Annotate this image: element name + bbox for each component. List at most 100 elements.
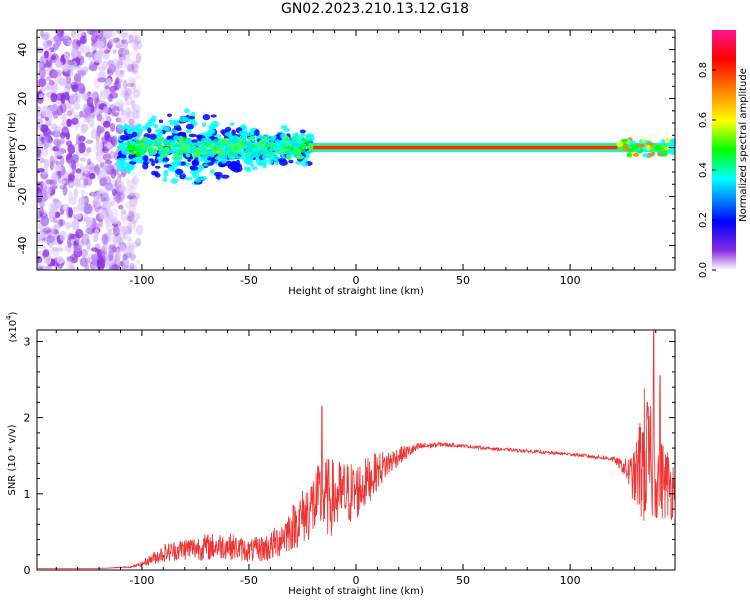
heatmap-cell [129,79,137,86]
heatmap-cell [95,30,104,39]
heatmap-cell [261,158,268,166]
heatmap-cell [94,249,104,255]
heatmap-cell [192,121,198,127]
heatmap-cell [646,142,654,146]
heatmap-cell [78,135,86,142]
heatmap-cell [194,177,202,183]
heatmap-cell [193,148,201,154]
heatmap-cell [86,158,92,166]
heatmap-cell [224,147,232,152]
heatmap-cell [108,265,117,270]
heatmap-cell [121,88,126,98]
heatmap-cell [46,186,51,199]
heatmap-cell [119,69,125,76]
heatmap-cell [105,206,112,214]
heatmap-cell [134,241,143,247]
heatmap-cell [117,58,123,66]
y-tick-label: 2 [24,412,31,425]
heatmap-cell [53,159,58,165]
heatmap-cell [95,151,104,163]
heatmap-cell [116,60,124,69]
heatmap-cell [140,147,145,153]
heatmap-cell [282,135,290,141]
heatmap-cell [133,84,142,95]
heatmap-cell [154,165,161,169]
heatmap-cell [108,64,117,73]
heatmap-cell [37,47,44,54]
heatmap-cell [109,151,116,160]
heatmap-cell [97,77,107,83]
colorbar-bar [712,30,736,270]
heatmap-cell [209,143,216,149]
heatmap-cell [68,191,73,201]
heatmap-cell [173,119,180,126]
heatmap-cell [80,123,87,134]
heatmap-cell [245,141,252,147]
heatmap-cell [73,102,81,111]
heatmap-cell [191,139,198,143]
heatmap-cell [39,30,45,37]
heatmap-cell [125,106,131,119]
heatmap-cell [124,90,129,101]
heatmap-cell [67,263,75,270]
heatmap-cell [305,135,315,142]
heatmap-cell [118,53,127,61]
heatmap-cell [127,179,136,189]
heatmap-cell [262,137,271,142]
heatmap-cell [118,145,126,151]
heatmap-cell [108,85,117,93]
heatmap-cell [52,198,59,204]
heatmap-cell [38,265,44,270]
heatmap-cell [132,88,141,99]
heatmap-cell [94,228,100,237]
x-tick-label: -50 [240,574,258,587]
heatmap-cell [45,56,54,69]
heatmap-cell [137,40,143,50]
heatmap-cell [55,247,64,252]
heatmap-cell [258,149,266,155]
y-tick-label: -40 [16,237,29,255]
heatmap-cell [131,108,139,119]
heatmap-cell [126,195,134,200]
heatmap-cell [141,125,149,131]
heatmap-cell [109,104,117,113]
heatmap-cell [117,117,123,129]
heatmap-cell [661,150,669,157]
heatmap-cell [296,153,303,160]
heatmap-cell [112,49,117,54]
heatmap-cell [102,120,111,128]
heatmap-cell [96,124,102,137]
y-tick-label: 1 [24,488,31,501]
heatmap-cell [45,58,52,68]
heatmap-cell [37,140,43,151]
heatmap-cell [620,138,629,143]
heatmap-cell [42,249,50,258]
heatmap-cell [77,202,84,211]
heatmap-cell [58,77,67,87]
heatmap-cell [116,164,125,172]
heatmap-cell [66,206,71,219]
heatmap-cell [122,253,128,261]
heatmap-cell [120,173,126,178]
heatmap-cell [86,227,94,235]
heatmap-cell [124,107,133,116]
heatmap-cell [90,247,99,252]
heatmap-cell [82,152,90,157]
heatmap-cell [134,225,141,232]
heatmap-cell [211,129,216,134]
heatmap-cell [37,197,43,204]
heatmap-cell [285,149,293,154]
snr-series-line [37,330,675,569]
heatmap-cell [130,252,136,262]
heatmap-cell [291,136,296,141]
heatmap-cell [37,250,44,255]
heatmap-cell [132,88,137,94]
heatmap-cell [124,58,133,70]
heatmap-cell [161,124,168,131]
heatmap-cell [58,218,64,227]
heatmap-cell [105,225,114,232]
heatmap-cell [77,82,86,94]
heatmap-cell [638,144,644,148]
heatmap-cell [67,172,75,183]
heatmap-cell [186,138,192,142]
